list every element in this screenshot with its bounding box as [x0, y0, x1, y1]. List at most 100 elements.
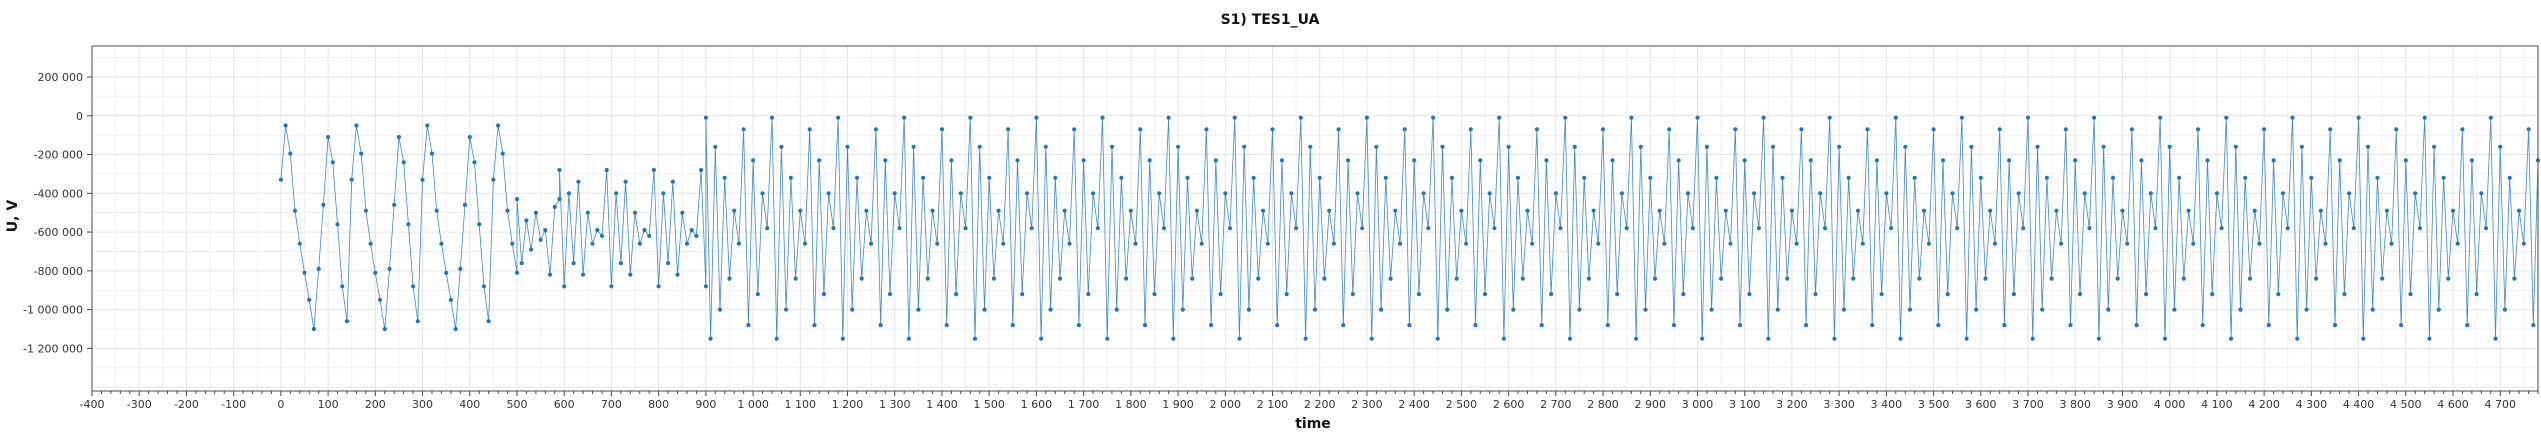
- data-point: [2399, 323, 2404, 328]
- data-point: [335, 222, 340, 227]
- data-point: [1572, 144, 1577, 149]
- data-point: [1936, 323, 1941, 328]
- data-point: [1393, 208, 1398, 213]
- data-point: [1336, 127, 1341, 132]
- data-point: [722, 175, 727, 180]
- data-point: [1822, 226, 1828, 231]
- data-point: [2063, 127, 2068, 132]
- x-tick-label: 3 200: [1776, 398, 1808, 411]
- data-point: [2139, 158, 2144, 163]
- data-point: [2427, 336, 2432, 341]
- x-tick-label: 800: [648, 398, 669, 411]
- data-point: [2417, 226, 2422, 231]
- data-point: [368, 241, 373, 246]
- data-point: [1412, 158, 1417, 163]
- data-point: [2110, 175, 2116, 180]
- data-point: [2129, 127, 2134, 132]
- data-point: [1053, 175, 1058, 180]
- data-point: [543, 228, 548, 233]
- data-point: [510, 241, 515, 246]
- data-point: [2280, 191, 2286, 196]
- data-point: [675, 272, 680, 277]
- data-point: [1364, 115, 1369, 120]
- data-point: [1907, 307, 1913, 312]
- data-point: [670, 179, 675, 184]
- data-point: [2059, 241, 2064, 246]
- data-point: [1837, 144, 1842, 149]
- data-point: [1719, 276, 1724, 281]
- data-point: [859, 276, 864, 281]
- data-point: [1100, 115, 1105, 120]
- data-point: [2328, 127, 2333, 132]
- x-tick-label: -100: [221, 398, 246, 411]
- data-point: [1308, 144, 1313, 149]
- data-point: [2125, 241, 2130, 246]
- x-tick-label: 4 300: [2296, 398, 2328, 411]
- data-point: [982, 307, 987, 312]
- data-point: [1426, 226, 1431, 231]
- data-point: [2247, 276, 2253, 281]
- plot-frame: [91, 45, 2539, 392]
- x-axis: -400 -300 -200 -100 0 100 200 300 400 500 600 700 80…: [80, 391, 2539, 411]
- data-point: [2002, 323, 2007, 328]
- x-tick-label: 4 100: [2201, 398, 2233, 411]
- data-point: [420, 177, 425, 182]
- x-tick-label: 4 400: [2343, 398, 2375, 411]
- data-point: [524, 218, 529, 223]
- data-point: [1468, 127, 1473, 132]
- data-point: [1685, 191, 1691, 196]
- data-point: [1227, 226, 1233, 231]
- data-point: [2266, 323, 2271, 328]
- data-point: [1624, 226, 1629, 231]
- data-point: [2299, 144, 2304, 149]
- data-point: [562, 284, 567, 289]
- data-point: [2200, 323, 2205, 328]
- data-point: [2233, 144, 2238, 149]
- x-tick-label: 900: [695, 398, 716, 411]
- data-point: [316, 266, 321, 271]
- data-point: [1752, 191, 1757, 196]
- x-tick-label: 1 500: [973, 398, 1005, 411]
- data-point: [1421, 191, 1426, 196]
- data-point: [1851, 276, 1856, 281]
- data-point: [769, 115, 775, 120]
- data-point: [349, 177, 354, 182]
- data-point: [2054, 208, 2059, 213]
- data-point: [1903, 144, 1908, 149]
- data-point: [2413, 191, 2418, 196]
- data-point: [2040, 307, 2045, 312]
- data-point: [2158, 115, 2163, 120]
- data-point: [2469, 158, 2474, 163]
- x-tick-label: 200: [365, 398, 386, 411]
- x-tick-label: 3 700: [2012, 398, 2044, 411]
- data-point: [1912, 175, 1917, 180]
- data-point: [2243, 175, 2248, 180]
- data-point: [2191, 241, 2196, 246]
- data-point: [651, 167, 657, 173]
- data-point: [2252, 208, 2257, 213]
- data-point: [429, 151, 435, 156]
- data-point: [1497, 115, 1502, 120]
- data-point: [736, 241, 742, 246]
- data-point: [1185, 175, 1190, 180]
- data-point: [807, 127, 812, 132]
- data-point: [288, 151, 293, 156]
- data-point: [1114, 307, 1119, 312]
- data-point: [2007, 158, 2012, 163]
- data-point: [1048, 307, 1053, 312]
- data-point: [2493, 336, 2498, 341]
- data-point: [1246, 307, 1251, 312]
- data-point: [491, 177, 496, 182]
- data-point: [1841, 307, 1846, 312]
- x-tick-label: 2 000: [1210, 398, 1242, 411]
- data-point: [1832, 336, 1837, 341]
- data-point: [1435, 336, 1440, 341]
- data-point: [703, 115, 709, 120]
- data-point: [1804, 323, 1809, 328]
- data-point: [760, 191, 765, 196]
- data-point: [1251, 175, 1256, 180]
- data-point: [869, 241, 874, 246]
- data-point: [1067, 241, 1072, 246]
- data-point: [911, 144, 916, 149]
